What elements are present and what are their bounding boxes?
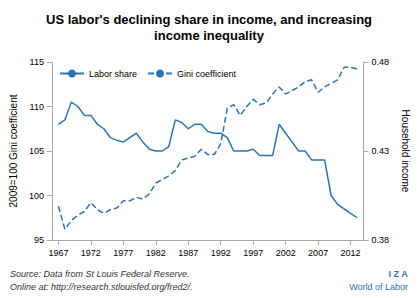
svg-text:95: 95 [34, 235, 44, 245]
svg-text:Gini coefficient: Gini coefficient [177, 69, 236, 79]
svg-text:1967: 1967 [48, 248, 68, 258]
svg-text:2012: 2012 [341, 248, 361, 258]
svg-text:1992: 1992 [211, 248, 231, 258]
svg-text:1987: 1987 [178, 248, 198, 258]
svg-text:I Z A: I Z A [389, 269, 409, 279]
svg-text:2002: 2002 [276, 248, 296, 258]
svg-text:1972: 1972 [81, 248, 101, 258]
svg-text:World of Labor: World of Labor [349, 282, 408, 292]
svg-text:100: 100 [29, 191, 44, 201]
svg-text:Household income: Household income [400, 110, 411, 193]
svg-text:US labor's declining share in: US labor's declining share in income, an… [46, 12, 372, 27]
svg-text:2007: 2007 [308, 248, 328, 258]
svg-text:1977: 1977 [113, 248, 133, 258]
svg-text:0.48: 0.48 [372, 57, 390, 67]
svg-text:105: 105 [29, 146, 44, 156]
svg-text:Source: Data from St Louis Fed: Source: Data from St Louis Federal Reser… [10, 269, 190, 279]
svg-text:0.43: 0.43 [372, 146, 390, 156]
svg-text:1982: 1982 [146, 248, 166, 258]
svg-text:115: 115 [30, 57, 44, 67]
svg-text:0.38: 0.38 [372, 235, 390, 245]
svg-text:income inequality: income inequality [154, 28, 265, 43]
svg-text:Online at: http://research.stl: Online at: http://research.stlouisfed.or… [10, 282, 193, 292]
svg-text:Labor share: Labor share [89, 69, 137, 79]
svg-text:1997: 1997 [243, 248, 263, 258]
svg-text:2009=100 Gini coefficient: 2009=100 Gini coefficient [8, 94, 19, 207]
svg-text:110: 110 [30, 102, 44, 112]
